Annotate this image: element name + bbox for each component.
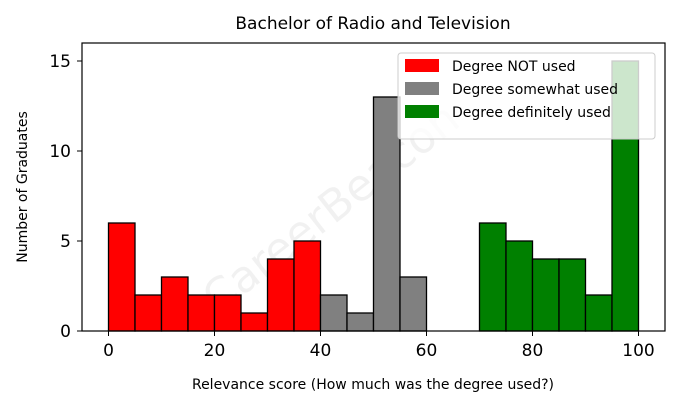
bar: [478, 222, 507, 332]
bar: [160, 276, 189, 332]
legend-label: Degree somewhat used: [452, 82, 618, 98]
x-axis-label: Relevance score (How much was the degree…: [192, 377, 554, 393]
bar: [213, 294, 242, 332]
bar: [107, 222, 136, 332]
bar: [346, 312, 375, 332]
bar: [266, 258, 295, 332]
bar: [558, 258, 587, 332]
y-tick-label: 15: [49, 52, 71, 72]
y-tick-label: 5: [60, 232, 71, 252]
chart-title: Bachelor of Radio and Television: [235, 14, 510, 34]
y-tick-label: 0: [60, 322, 71, 342]
x-tick-label: 40: [310, 341, 332, 361]
bar: [372, 96, 401, 332]
y-axis-label: Number of Graduates: [15, 111, 31, 263]
legend-label: Degree NOT used: [452, 59, 576, 75]
legend-swatch: [405, 82, 439, 95]
y-axis-ticks: 0 5 10 15: [49, 52, 82, 342]
bar: [584, 294, 613, 332]
plot-frame: [81, 42, 666, 332]
x-tick-label: 60: [416, 341, 438, 361]
legend: Degree NOT used Degree somewhat used Degre…: [397, 52, 656, 140]
bar: [293, 240, 322, 332]
bar: [399, 276, 428, 332]
legend-swatch: [405, 59, 439, 72]
bars-group: [107, 60, 640, 332]
x-axis-ticks: 0 20 40 60 80 100: [103, 331, 655, 361]
x-tick-label: 80: [522, 341, 544, 361]
bar: [531, 258, 560, 332]
legend-box: [397, 52, 656, 140]
x-tick-label: 0: [103, 341, 114, 361]
bar: [134, 294, 163, 332]
bar: [505, 240, 534, 332]
bar: [319, 294, 348, 332]
bar: [187, 294, 216, 332]
legend-swatch: [405, 105, 439, 118]
y-tick-label: 10: [49, 142, 71, 162]
x-tick-label: 20: [204, 341, 226, 361]
bar: [240, 312, 269, 332]
legend-label: Degree definitely used: [452, 105, 611, 121]
x-tick-label: 100: [622, 341, 654, 361]
